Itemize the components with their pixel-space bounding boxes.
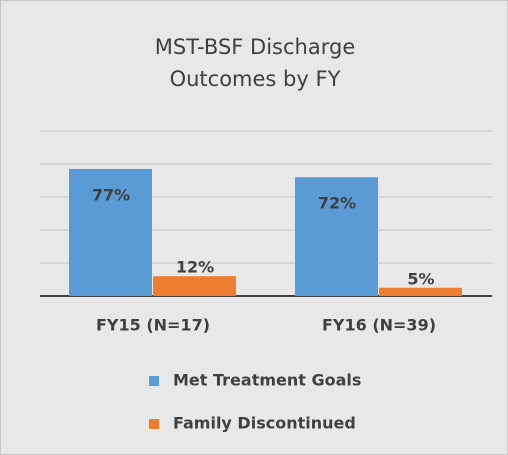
bar	[295, 177, 378, 296]
legend-swatch	[149, 419, 159, 429]
chart-title: MST-BSF Discharge Outcomes by FY	[154, 35, 356, 91]
data-label: 77%	[92, 185, 130, 204]
bar	[379, 287, 462, 296]
data-label: 5%	[407, 269, 434, 288]
data-label: 12%	[176, 258, 214, 277]
legend-label: Family Discontinued	[173, 414, 356, 433]
x-tick-label: FY15 (N=17)	[96, 316, 210, 335]
bar	[69, 168, 152, 296]
x-tick-label: FY16 (N=39)	[322, 316, 436, 335]
legend-swatch	[149, 376, 159, 386]
data-label: 72%	[318, 194, 356, 213]
bar	[153, 276, 236, 296]
legend-label: Met Treatment Goals	[173, 371, 361, 390]
